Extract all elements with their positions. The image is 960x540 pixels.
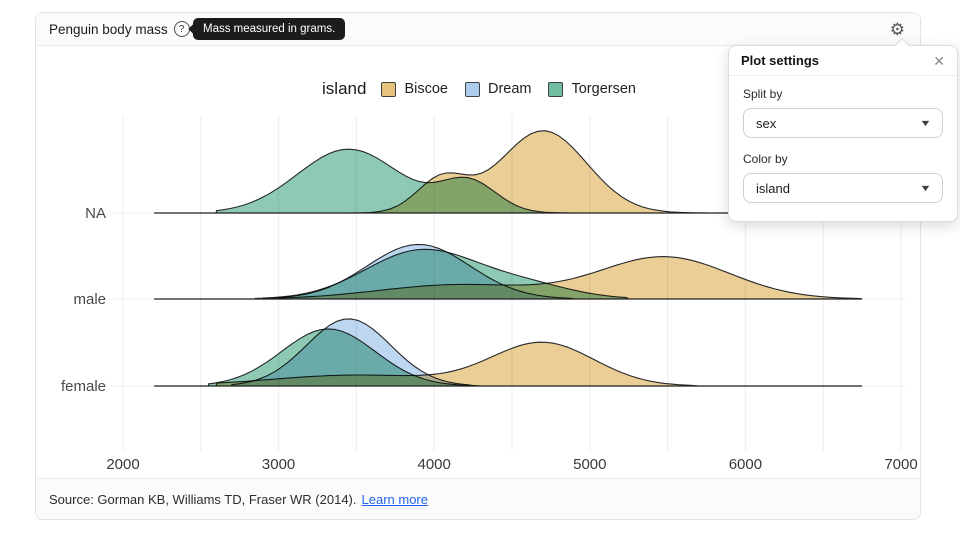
popover-header: Plot settings ✕ [729, 46, 957, 76]
color-by-value: island [756, 180, 790, 196]
card-header: Penguin body mass ? Mass measured in gra… [36, 13, 920, 46]
learn-more-link[interactable]: Learn more [361, 491, 428, 507]
tooltip-text: Mass measured in grams. [203, 23, 336, 35]
close-icon[interactable]: ✕ [933, 52, 945, 69]
legend-swatch-icon [381, 81, 397, 97]
x-axis-tick-label: 6000 [729, 456, 762, 473]
x-axis-tick-label: 3000 [262, 456, 295, 473]
density-chart: NA male female 2000 3000 4000 5000 6000 7000 [61, 116, 918, 473]
y-axis-label-male: male [73, 291, 106, 308]
legend-item-torgersen: Torgersen [548, 81, 636, 97]
y-axis-label-female: female [61, 378, 106, 395]
split-by-value: sex [756, 115, 777, 131]
legend-item-dream: Dream [464, 81, 532, 97]
chart-legend: island Biscoe Dream Torgersen [79, 79, 879, 99]
split-by-select[interactable]: sex ▼ [743, 108, 943, 138]
density-curve-NA-Torgersen [215, 148, 582, 214]
chevron-down-icon: ▼ [919, 183, 932, 193]
card-footer: Source: Gorman KB, Williams TD, Fraser W… [36, 478, 920, 519]
legend-label: Dream [487, 81, 532, 97]
y-axis-label-NA: NA [85, 205, 106, 222]
split-by-label: Split by [743, 87, 783, 101]
source-text: Source: Gorman KB, Williams TD, Fraser W… [49, 491, 357, 507]
tooltip-arrow-icon [188, 23, 200, 35]
plot-title: Penguin body mass [49, 21, 168, 37]
x-axis-tick-label: 7000 [884, 456, 917, 473]
x-axis-tick-label: 4000 [418, 456, 451, 473]
legend-title: island [322, 79, 367, 98]
legend-swatch-icon [464, 81, 480, 97]
legend-swatch-icon [548, 81, 564, 97]
tooltip: Mass measured in grams. [188, 18, 346, 40]
legend-label: Torgersen [571, 81, 636, 97]
color-by-label: Color by [743, 152, 788, 166]
density-curve-male-Torgersen [254, 248, 631, 300]
gear-icon[interactable]: ⚙ [889, 19, 905, 39]
density-curve-female-Torgersen [208, 328, 481, 387]
plot-settings-popover: Plot settings ✕ Split by sex ▼ Color by … [728, 37, 958, 222]
popover-title: Plot settings [741, 53, 820, 68]
x-axis-tick-label: 2000 [106, 456, 139, 473]
chevron-down-icon: ▼ [919, 118, 932, 128]
legend-item-biscoe: Biscoe [381, 81, 448, 97]
popover-body: Split by sex ▼ Color by island ▼ [729, 76, 957, 221]
help-icon[interactable]: ? [173, 21, 190, 37]
color-by-select[interactable]: island ▼ [743, 173, 943, 203]
legend-label: Biscoe [404, 81, 448, 97]
x-axis-tick-label: 5000 [573, 456, 606, 473]
